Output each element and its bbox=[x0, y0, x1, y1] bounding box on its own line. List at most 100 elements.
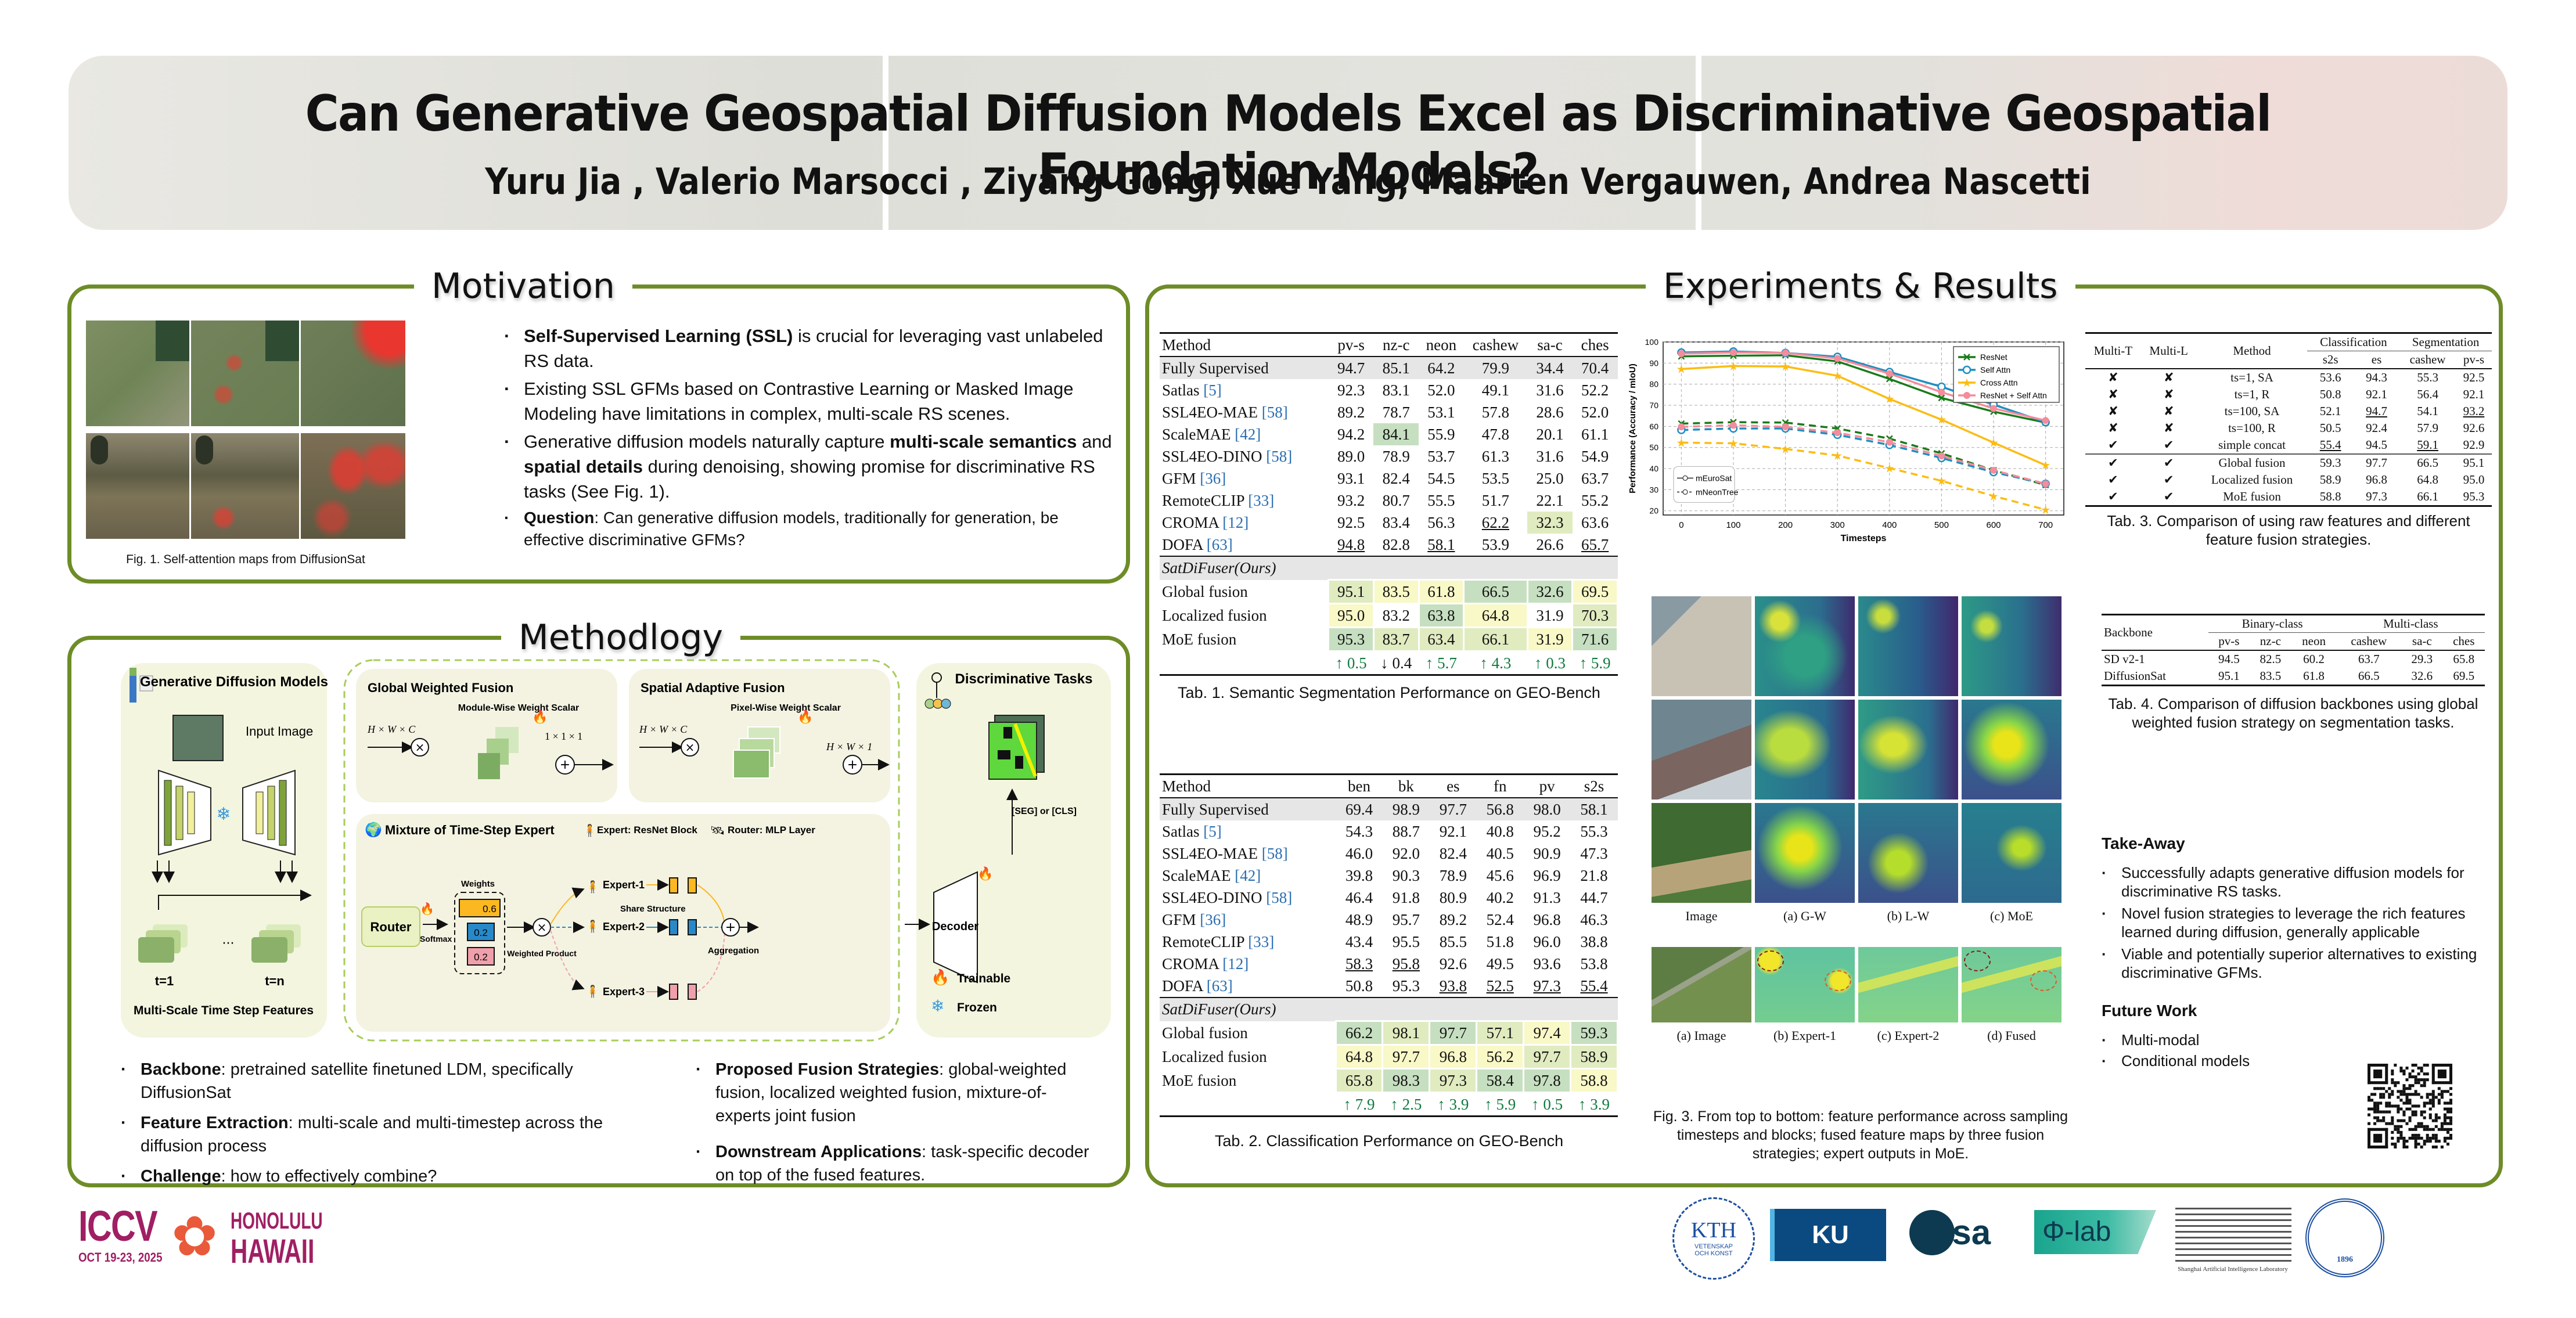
data-point bbox=[1886, 438, 1893, 446]
series-line-mneontree bbox=[1681, 427, 2046, 485]
citation-link[interactable]: [5] bbox=[1203, 381, 1222, 399]
aerial-image bbox=[1652, 596, 1751, 696]
poster-header: Can Generative Geospatial Diffusion Mode… bbox=[69, 56, 2507, 230]
citation-link[interactable]: [58] bbox=[1261, 845, 1288, 862]
column-header: fn bbox=[1493, 777, 1507, 795]
data-point: ★ bbox=[1728, 436, 1739, 450]
legend-label: ResNet + Self Attn bbox=[1980, 391, 2047, 400]
table-cell: 92.1 bbox=[1439, 823, 1467, 840]
header-divider bbox=[1696, 56, 1701, 230]
table-cell: 55.3 bbox=[1580, 823, 1608, 840]
table-cell: 58.4 bbox=[1476, 1068, 1525, 1093]
citation-link[interactable]: [33] bbox=[1248, 933, 1275, 950]
table-cell: 58.3 bbox=[1345, 955, 1373, 973]
citation-link[interactable]: [63] bbox=[1206, 977, 1233, 995]
backbone-name: SD v2-1 bbox=[2104, 652, 2145, 666]
qr-code-icon[interactable] bbox=[2368, 1064, 2452, 1148]
table-row: Localized fusion 95.0 83.2 63.8 64.8 31.9 70.3 bbox=[1160, 603, 1618, 628]
table-cell: 51.8 bbox=[1486, 933, 1514, 950]
citation-link[interactable]: [42] bbox=[1235, 867, 1261, 884]
kth-logo: KTH VETENSKAP OCH KONST bbox=[1672, 1197, 1755, 1280]
citation-link[interactable]: [5] bbox=[1203, 823, 1222, 840]
series-line-mneontree bbox=[1681, 421, 2046, 487]
citation-link[interactable]: [58] bbox=[1261, 404, 1288, 421]
trainable-label: Trainable bbox=[957, 972, 1010, 985]
citation-link[interactable]: [36] bbox=[1200, 911, 1226, 928]
bullet-bold: Question bbox=[524, 509, 595, 527]
table-header-row: Method ben bk es fn pv s2s bbox=[1160, 775, 1618, 798]
data-point: ★ bbox=[1780, 442, 1791, 456]
method-label: RemoteCLIP bbox=[1162, 933, 1249, 950]
citation-link[interactable]: [58] bbox=[1266, 448, 1293, 465]
data-point bbox=[1886, 375, 1893, 383]
citation-link[interactable]: [12] bbox=[1222, 955, 1249, 973]
column-header: pv-s bbox=[2463, 352, 2485, 366]
table-cell: 66.2 bbox=[1334, 1020, 1384, 1046]
gwf-input-dims: H × W × C bbox=[367, 723, 416, 735]
table-4: Backbone Binary-class Multi-class pv-s nz-c n… bbox=[2102, 614, 2485, 732]
citation-link[interactable]: [12] bbox=[1222, 514, 1249, 531]
moe-title: Mixture of Time-Step Expert bbox=[385, 823, 555, 837]
method-name: MoE fusion bbox=[2223, 489, 2281, 503]
data-point bbox=[1678, 350, 1685, 357]
kth-sub: VETENSKAP bbox=[1694, 1243, 1733, 1250]
table-cell: 92.6 bbox=[2463, 421, 2485, 435]
expert-map bbox=[1962, 947, 2061, 1022]
table-cell: 96.0 bbox=[1533, 933, 1561, 950]
style-legend-label: mEuroSat bbox=[1696, 473, 1732, 482]
softmax-label: Softmax bbox=[420, 934, 452, 944]
table-cell: 97.3 bbox=[1533, 977, 1561, 995]
motivation-bullet: Existing SSL GFMs based on Contrastive L… bbox=[504, 376, 1120, 426]
table-row: SSL4EO-DINO [58] 89.0 78.9 53.7 61.3 31.6 54.9 bbox=[1160, 445, 1618, 467]
trainable-flame-icon: 🔥 bbox=[532, 710, 548, 725]
table-cell: 98.9 bbox=[1392, 801, 1420, 818]
tn-label: t=n bbox=[265, 974, 285, 988]
data-point bbox=[1990, 405, 1998, 412]
table-cell: 32.3 bbox=[1527, 512, 1573, 534]
empty-cell bbox=[1160, 1093, 1336, 1117]
citation-link[interactable]: [36] bbox=[1200, 470, 1226, 487]
table-cell: 79.9 bbox=[1481, 359, 1510, 377]
table-cell: 58.8 bbox=[1570, 1068, 1618, 1093]
method-label: CROMA bbox=[1162, 514, 1223, 531]
expert-person-icon: 🧍 bbox=[582, 823, 597, 837]
methodology-bullets-right: Proposed Fusion Strategies: global-weigh… bbox=[696, 1058, 1091, 1187]
table-cell: 53.7 bbox=[1427, 448, 1455, 465]
method-name: Global fusion bbox=[2218, 456, 2286, 470]
method-name: CROMA [12] bbox=[1160, 953, 1336, 975]
column-header: es bbox=[1447, 777, 1460, 795]
citation-link[interactable]: [63] bbox=[1206, 536, 1233, 553]
methodology-title: Methodlogy bbox=[501, 612, 741, 663]
citation-link[interactable]: [58] bbox=[1266, 889, 1293, 906]
citation-link[interactable]: [42] bbox=[1235, 426, 1261, 443]
column-header: s2s bbox=[1584, 777, 1604, 795]
column-group-header: Multi-class bbox=[2336, 614, 2485, 633]
method-name: SSL4EO-MAE [58] bbox=[1160, 842, 1336, 865]
table-cell: 51.7 bbox=[1481, 492, 1510, 509]
gwf-title: Global Weighted Fusion bbox=[368, 680, 513, 695]
citation-link[interactable]: [33] bbox=[1248, 492, 1275, 509]
ours-label: SatDiFuser(Ours) bbox=[1162, 559, 1276, 577]
table-cell: 93.6 bbox=[1533, 955, 1561, 973]
table-cell: 63.7 bbox=[2358, 652, 2380, 666]
table-cell: 56.2 bbox=[1476, 1044, 1525, 1069]
highlight-circle bbox=[2030, 970, 2057, 991]
table-cell: 59.1 bbox=[2417, 438, 2438, 452]
table-cell: 57.1 bbox=[1476, 1020, 1525, 1046]
motivation-bullet: Self-Supervised Learning (SSL) is crucia… bbox=[504, 323, 1120, 373]
table-cell: 49.5 bbox=[1486, 955, 1514, 973]
table-cell: 52.0 bbox=[1581, 404, 1609, 421]
table-cell: 84.1 bbox=[1373, 423, 1419, 445]
fig3-expert-label: (d) Fused bbox=[1987, 1028, 2036, 1043]
column-header: cashew bbox=[1472, 336, 1519, 354]
kth-sub: OCH KONST bbox=[1694, 1250, 1733, 1257]
segmentation-map bbox=[988, 722, 1037, 780]
bullet-bold: multi-scale semantics bbox=[890, 431, 1077, 452]
table-cell: 54.5 bbox=[1427, 470, 1455, 487]
table-cell: 60.2 bbox=[2303, 652, 2325, 666]
backbone-name: DiffusionSat bbox=[2104, 669, 2166, 683]
shanghai-ai-lab-logo-mark bbox=[2175, 1208, 2291, 1266]
method-name: SSL4EO-MAE [58] bbox=[1160, 401, 1329, 423]
table-3: Multi-T Multi-L Method Classification Segmen… bbox=[2085, 332, 2492, 549]
table-row: Fully Supervised 69.4 98.9 97.7 56.8 98.0 58.1 bbox=[1160, 798, 1618, 820]
